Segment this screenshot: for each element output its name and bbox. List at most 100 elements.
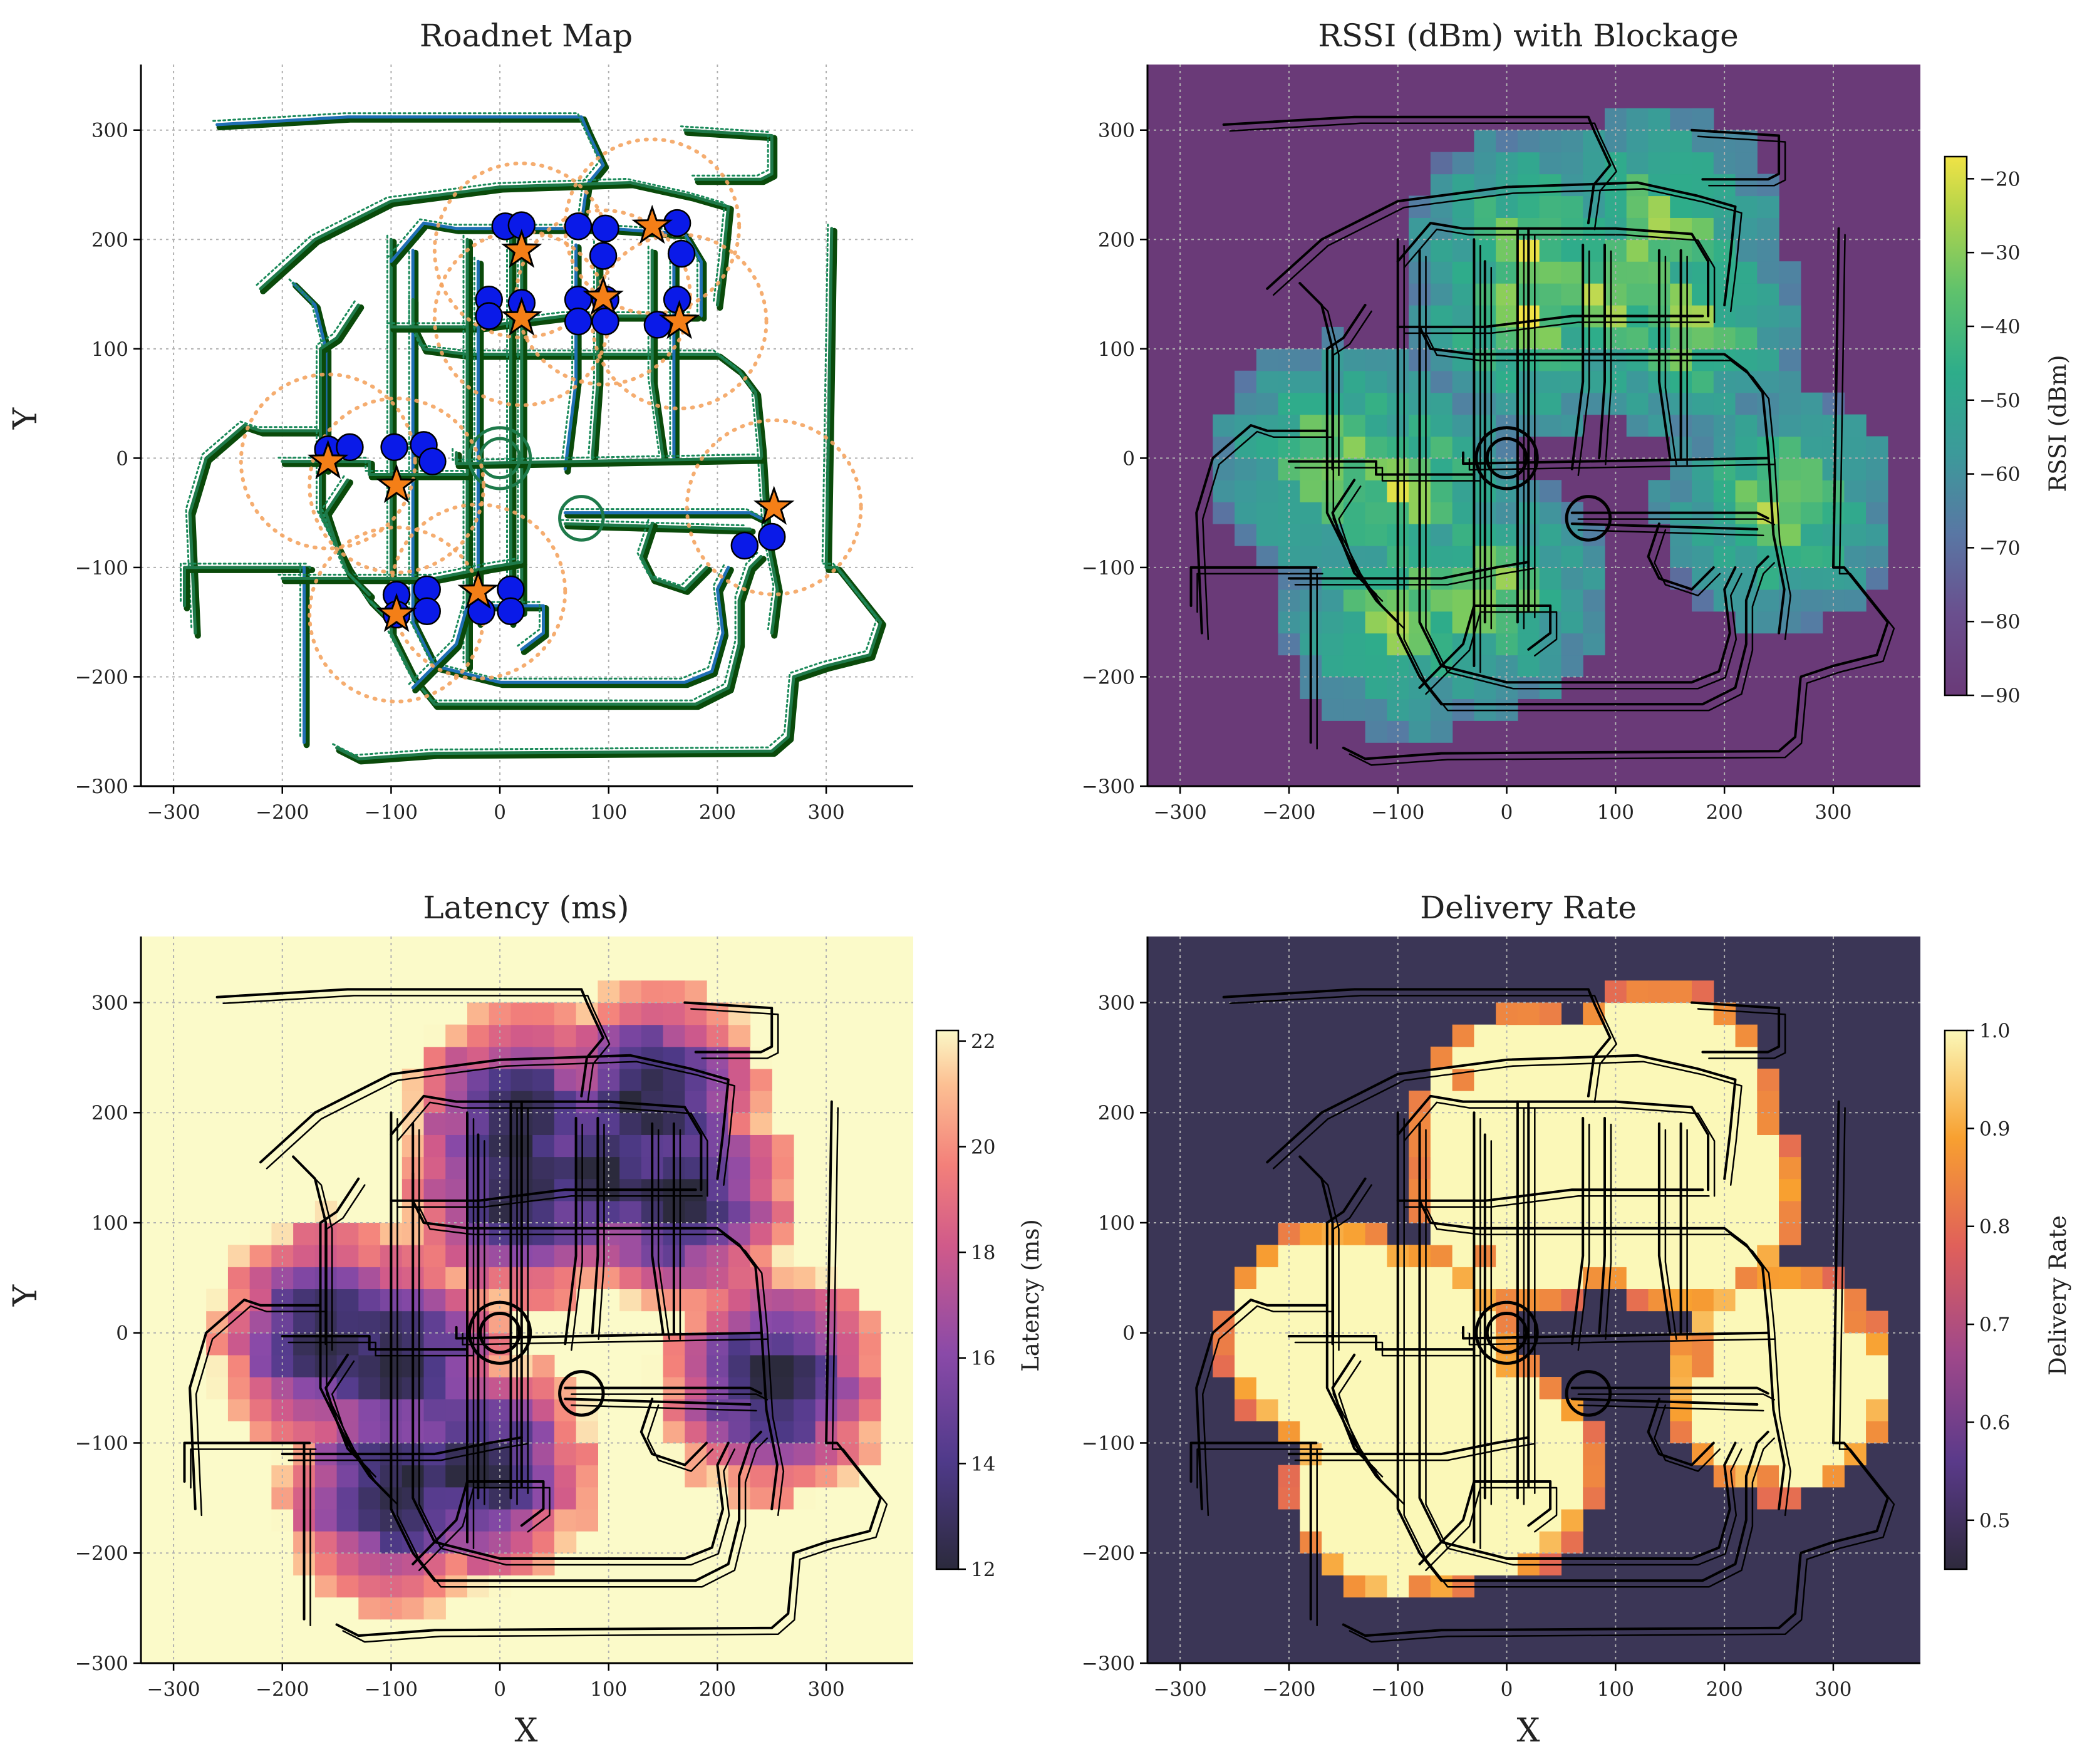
heat-cell-386 — [641, 1068, 664, 1091]
heat-cell-238 — [1517, 1486, 1540, 1510]
road-lane-4 — [195, 1305, 328, 1517]
heat-cell-498 — [750, 1113, 772, 1135]
road-13 — [390, 1188, 697, 1202]
heat-cell-319 — [1561, 261, 1583, 284]
road-lane-2 — [256, 178, 726, 303]
heat-cell-226 — [467, 1046, 490, 1069]
colorbar-gradient — [1944, 155, 1968, 697]
heat-cell-84 — [336, 1289, 359, 1312]
heat-cell-5 — [1235, 1354, 1257, 1377]
heat-cell-456 — [1713, 152, 1736, 175]
heat-cell-360 — [1648, 1024, 1670, 1047]
heat-cell-423 — [685, 1245, 707, 1267]
heat-cell-76 — [1343, 1245, 1366, 1267]
heat-cell-477 — [1735, 195, 1758, 218]
road-lane-2 — [1272, 1061, 1743, 1186]
road-10 — [1325, 304, 1399, 624]
heat-cell-264 — [1539, 1443, 1562, 1466]
heat-cell-90 — [1365, 1310, 1387, 1334]
road-7 — [1342, 1100, 1889, 1637]
road-lane-23 — [1468, 1332, 1775, 1346]
heat-cell-212 — [1496, 1486, 1518, 1510]
heat-cell-472 — [1735, 305, 1758, 328]
heat-cell-75 — [1343, 611, 1366, 634]
heat-cell-483 — [1779, 1134, 1801, 1158]
heat-cell-386 — [1648, 195, 1670, 218]
road-29 — [1647, 1398, 1715, 1466]
heat-cell-434 — [685, 1002, 707, 1025]
heat-cell-48 — [1322, 1486, 1344, 1510]
heat-cell-553 — [1866, 480, 1888, 502]
heat-cell-283 — [1561, 1508, 1583, 1532]
x-tick-label-4: 100 — [590, 1678, 627, 1701]
heat-cell-46 — [293, 1354, 316, 1377]
heat-cell-85 — [1343, 392, 1366, 415]
road-lane-12 — [1403, 1101, 1716, 1197]
heat-cell-506 — [1844, 1399, 1867, 1421]
heat-cell-165 — [1430, 370, 1453, 393]
road-lane-1 — [1697, 135, 1786, 187]
heat-cell-103 — [358, 1267, 381, 1290]
heat-cell-481 — [1757, 611, 1779, 634]
heat-cell-418 — [1692, 480, 1714, 502]
heat-cell-448 — [1757, 1486, 1779, 1510]
heat-cell-223 — [1474, 239, 1496, 262]
heat-cell-90 — [358, 1553, 381, 1575]
heat-cell-281 — [532, 1531, 555, 1554]
latency-title: Latency (ms) — [423, 890, 629, 926]
heat-cell-88 — [1365, 1354, 1387, 1377]
heat-cell-311 — [1583, 1156, 1605, 1180]
heat-cell-363 — [1670, 1421, 1692, 1444]
heat-cell-304 — [1583, 1443, 1605, 1466]
road-lane-1 — [680, 125, 769, 177]
heat-cell-85 — [1365, 1421, 1387, 1444]
heat-cell-384 — [1692, 1421, 1714, 1444]
heat-cell-179 — [1452, 1113, 1475, 1135]
heat-cell-272 — [1539, 1200, 1562, 1223]
heat-cell-204 — [1474, 1113, 1496, 1135]
heat-cell-33 — [1278, 414, 1300, 437]
heat-cell-457 — [1757, 1289, 1779, 1312]
heat-cell-345 — [1626, 1024, 1649, 1047]
heat-cell-327 — [1583, 611, 1605, 634]
y-tick-label-5: 200 — [1098, 1102, 1135, 1124]
road-lane-19 — [1605, 250, 1612, 465]
heat-cell-103 — [1365, 392, 1387, 415]
heat-cell-512 — [772, 1267, 794, 1290]
y-tick-label-3: 0 — [1122, 1322, 1135, 1345]
heat-cell-551 — [859, 1399, 881, 1421]
heat-cell-316 — [1561, 326, 1583, 350]
heat-cell-390 — [1648, 108, 1670, 131]
road-2 — [259, 181, 730, 307]
road-lane-3 — [1305, 288, 1340, 477]
heat-cell-490 — [1800, 1332, 1823, 1356]
heat-cell-289 — [532, 1354, 555, 1377]
road-12 — [1396, 1094, 1710, 1191]
heat-cell-486 — [750, 1377, 772, 1399]
road-12 — [1396, 222, 1710, 318]
heat-cell-413 — [685, 1465, 707, 1488]
heat-cell-238 — [1496, 502, 1518, 524]
heat-cell-494 — [750, 1200, 772, 1223]
heat-cell-82 — [1365, 1486, 1387, 1510]
roundabout-1 — [1485, 437, 1528, 480]
road-0 — [215, 115, 605, 225]
heat-cell-388 — [1692, 1332, 1714, 1356]
heat-cell-10 — [1256, 1399, 1279, 1421]
heat-cell-411 — [663, 1002, 685, 1025]
heat-cell-335 — [1626, 1245, 1649, 1267]
heat-cell-294 — [1539, 326, 1562, 350]
coverage-ring-7 — [685, 418, 863, 596]
heat-cell-173 — [423, 1068, 446, 1091]
road-lane-19 — [588, 240, 595, 455]
heat-cell-165 — [1452, 1421, 1475, 1444]
heat-cell-394 — [1692, 1200, 1714, 1223]
heat-cell-471 — [1735, 326, 1758, 350]
heat-cell-191 — [445, 1245, 468, 1267]
heat-cell-300 — [532, 1068, 555, 1091]
heat-cell-157 — [1430, 546, 1453, 568]
heat-cell-373 — [619, 980, 642, 1004]
heat-cell-228 — [467, 1002, 490, 1025]
heat-cell-127 — [401, 1531, 425, 1554]
heat-cell-468 — [728, 1267, 751, 1290]
